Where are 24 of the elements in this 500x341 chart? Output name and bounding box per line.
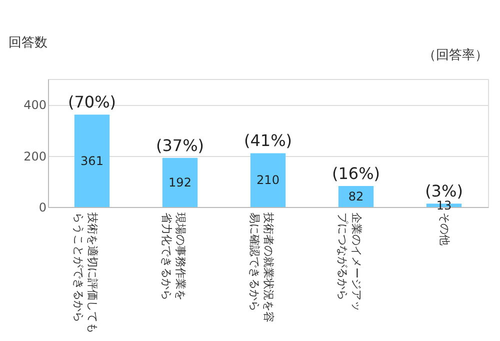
data-label: 82 [348, 190, 364, 204]
text: （回答率） [423, 47, 488, 63]
annotation: (16%) [332, 164, 380, 184]
y-tick-label: 200 [24, 149, 46, 164]
y-tick-label: 400 [24, 98, 46, 112]
data-label: 210 [256, 173, 280, 188]
data-label: 192 [168, 175, 192, 190]
x-tick-label: その他 [438, 212, 451, 246]
annotation: (41%) [244, 131, 292, 150]
data-label: 361 [80, 154, 104, 168]
annotation: (3%) [425, 182, 463, 201]
x-tick-label: 技術者の就業状況を容易に確認できるから [248, 212, 275, 322]
data-label: 13 [436, 198, 452, 212]
annotation: (37%) [156, 136, 204, 155]
x-tick-label: 技術を適切に評価してもらうことができるから [72, 212, 99, 334]
annotation: (70%) [68, 92, 116, 112]
x-tick-label: 企業のイメージアップにつながるから [336, 212, 363, 312]
bar [338, 186, 374, 207]
y-axis-title: 回答数 [8, 36, 48, 50]
bar [250, 153, 286, 207]
bar [162, 158, 198, 207]
y-tick-label: 0 [38, 200, 46, 214]
bar [74, 114, 110, 207]
x-tick-label: 現場の事務作業を省力化できるから [160, 212, 187, 300]
